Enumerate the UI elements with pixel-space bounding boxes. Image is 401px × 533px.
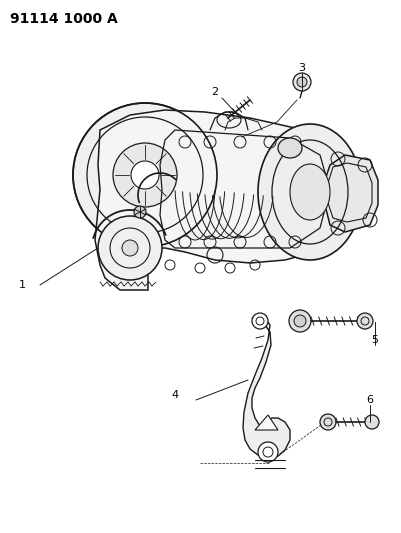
- Text: 3: 3: [298, 63, 306, 73]
- Ellipse shape: [294, 315, 306, 327]
- Polygon shape: [325, 155, 378, 232]
- Ellipse shape: [252, 313, 268, 329]
- Polygon shape: [255, 415, 278, 430]
- Ellipse shape: [289, 310, 311, 332]
- Polygon shape: [243, 316, 290, 458]
- Ellipse shape: [258, 442, 278, 462]
- Ellipse shape: [293, 73, 311, 91]
- Ellipse shape: [73, 103, 217, 247]
- Ellipse shape: [278, 138, 302, 158]
- Text: 1: 1: [18, 280, 26, 290]
- Text: 2: 2: [211, 87, 219, 97]
- Ellipse shape: [290, 164, 330, 220]
- Ellipse shape: [365, 415, 379, 429]
- Ellipse shape: [320, 414, 336, 430]
- Text: 91114 1000 A: 91114 1000 A: [10, 12, 118, 26]
- Polygon shape: [95, 110, 360, 290]
- Ellipse shape: [122, 240, 138, 256]
- Ellipse shape: [98, 216, 162, 280]
- Ellipse shape: [258, 124, 362, 260]
- Text: 5: 5: [371, 335, 379, 345]
- Ellipse shape: [297, 77, 307, 87]
- Ellipse shape: [131, 161, 159, 189]
- Ellipse shape: [134, 206, 146, 218]
- Ellipse shape: [357, 313, 373, 329]
- Ellipse shape: [113, 143, 177, 207]
- Text: 6: 6: [367, 395, 373, 405]
- Text: 4: 4: [172, 390, 178, 400]
